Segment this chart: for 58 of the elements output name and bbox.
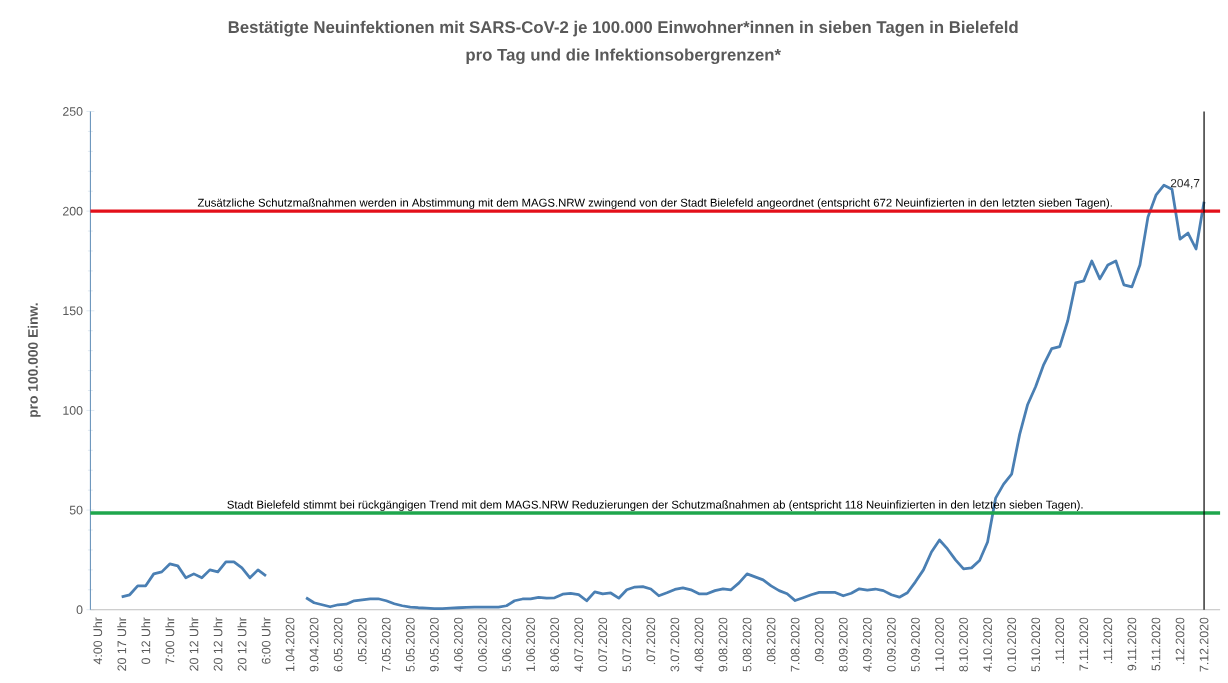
- chart-subtitle: pro Tag und die Infektionsobergrenzen*: [466, 48, 781, 65]
- x-tick-label: 0.09.2020: [887, 617, 896, 672]
- x-tick-label: 5.05.2020: [405, 617, 415, 672]
- x-tick-label: 8.09.2020: [838, 617, 848, 672]
- x-tick-label: 4.08.2020: [694, 617, 704, 672]
- x-tick-label: 3.07.2020: [670, 617, 680, 672]
- x-tick-label: 9.11.2020: [1127, 617, 1137, 671]
- x-tick-label: 6:00 Uhr: [261, 617, 271, 664]
- x-tick-label: 4.06.2020: [454, 617, 463, 672]
- x-tick-label: 7.11.2020: [1079, 617, 1089, 671]
- x-tick-label: 5.07.2020: [622, 617, 632, 672]
- x-tick-label: 4.07.2020: [574, 617, 584, 672]
- x-tick-label: 9.08.2020: [718, 617, 728, 672]
- y-tick-label: 200: [63, 206, 83, 216]
- x-tick-label: 0.06.2020: [478, 617, 487, 672]
- x-tick-label: .05.2020: [357, 617, 367, 665]
- x-tick-label: 5.08.2020: [742, 617, 752, 672]
- x-tick-label: 1.10.2020: [935, 617, 944, 672]
- ref-line-label: Zusätzliche Schutzmaßnahmen werden in Abstimmung mit dem MAGS.NRW zwingend von der Stadt Bielefeld angeordnet (entspricht 672 Neuinfizierten in den letzten sieben Tagen).: [197, 198, 1112, 210]
- y-tick-label: 100: [63, 406, 83, 415]
- x-tick-label: 7.05.2020: [381, 617, 391, 672]
- x-tick-label: .09.2020: [814, 617, 824, 665]
- x-tick-label: .11.2020: [1103, 617, 1113, 664]
- x-tick-label: 9.04.2020: [309, 617, 319, 672]
- x-tick-label: 7.08.2020: [790, 617, 800, 672]
- y-tick-label: 0: [76, 605, 83, 615]
- chart-title: Bestätigte Neuinfektionen mit SARS-CoV-2 je 100.000 Einwohner*innen in sieben Tagen in Bielefeld: [228, 20, 1018, 37]
- x-tick-label: 1.04.2020: [285, 617, 295, 672]
- x-tick-label: 0.10.2020: [1007, 617, 1017, 672]
- data-label: 204,7: [1170, 179, 1200, 189]
- x-tick-label: 20 12 Uhr: [237, 617, 247, 671]
- x-tick-label: 20 12 Uhr: [213, 617, 223, 671]
- x-tick-label: 0 12 Uhr: [141, 617, 151, 665]
- x-tick-label: .08.2020: [766, 617, 776, 665]
- x-tick-label: 5.09.2020: [911, 617, 920, 672]
- x-tick-label: 6.05.2020: [333, 617, 343, 672]
- y-tick-label: 150: [63, 306, 83, 316]
- x-tick-label: 8.06.2020: [550, 617, 559, 672]
- x-tick-label: 20 12 Uhr: [189, 617, 199, 671]
- x-tick-label: 7:00 Uhr: [165, 617, 175, 664]
- x-tick-label: 1.06.2020: [526, 617, 535, 672]
- x-tick-label: 5.06.2020: [502, 617, 511, 672]
- x-tick-label: 7.12.2020: [1199, 617, 1209, 672]
- y-axis-title: pro 100.000 Einw.: [27, 303, 41, 418]
- x-tick-label: 5.10.2020: [1031, 617, 1041, 672]
- y-tick-label: 50: [69, 505, 83, 515]
- x-tick-label: .11.2020: [1055, 617, 1065, 664]
- x-tick-label: 20 17 Uhr: [117, 617, 127, 671]
- x-tick-label: 4.10.2020: [983, 617, 992, 672]
- y-tick-label: 250: [63, 107, 83, 116]
- x-tick-label: .12.2020: [1175, 617, 1185, 665]
- x-tick-label: 8.10.2020: [959, 617, 968, 672]
- x-tick-label: .07.2020: [646, 617, 656, 665]
- x-tick-label: 5.11.2020: [1151, 617, 1161, 671]
- x-tick-label: 4.09.2020: [862, 617, 872, 672]
- x-tick-label: 9.05.2020: [429, 617, 439, 672]
- x-tick-label: 4:00 Uhr: [93, 617, 103, 665]
- x-tick-label: 0.07.2020: [598, 617, 608, 672]
